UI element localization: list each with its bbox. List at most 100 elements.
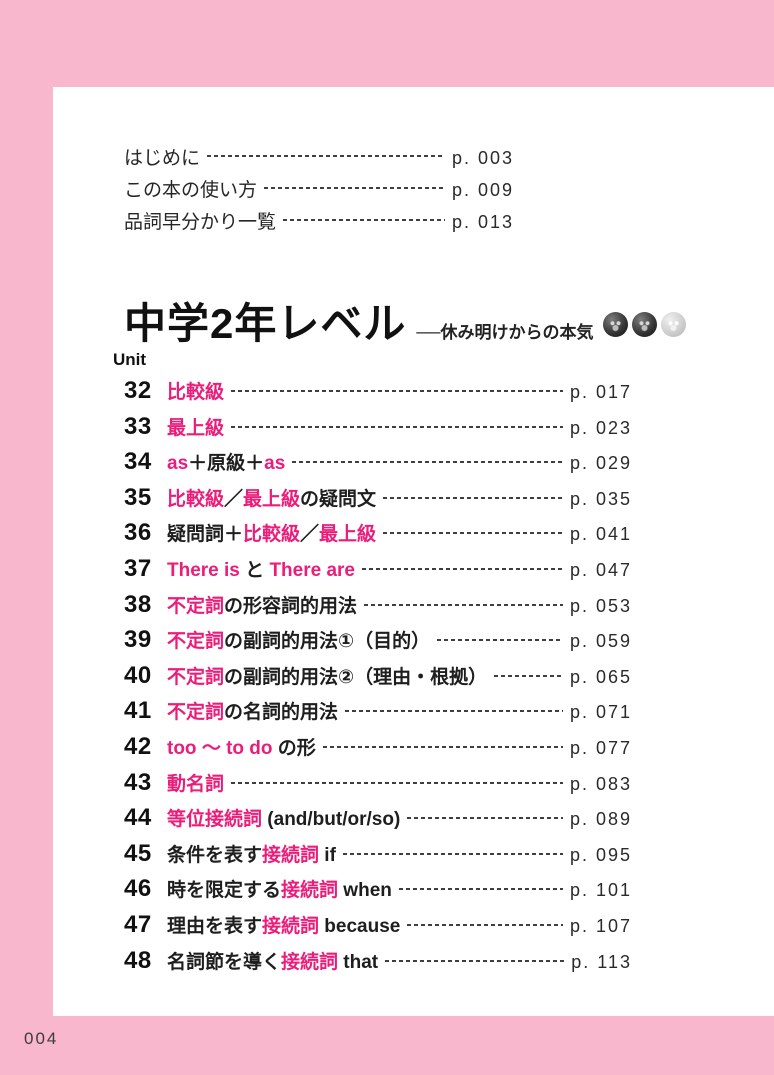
unit-title-part: because bbox=[319, 915, 401, 937]
unit-number: 46 bbox=[124, 875, 152, 903]
unit-title-part: 名詞節を導く bbox=[167, 951, 282, 973]
unit-title: 条件を表す接続詞 if bbox=[167, 840, 336, 867]
unit-title: There is と There are bbox=[167, 555, 355, 582]
unit-title: 時を限定する接続詞 when bbox=[167, 875, 392, 902]
folio-page-number: 004 bbox=[24, 1029, 59, 1048]
unit-title: 不定詞の副詞的用法②（理由・根拠） bbox=[167, 662, 487, 689]
unit-number: 47 bbox=[124, 910, 152, 938]
unit-title-part: that bbox=[338, 951, 379, 973]
unit-title-part: 疑問詞＋ bbox=[167, 524, 244, 546]
unit-number: 34 bbox=[124, 448, 152, 476]
unit-number: 37 bbox=[124, 554, 152, 582]
unit-title-part: 接続詞 bbox=[262, 844, 320, 866]
unit-title-part: 理由を表す bbox=[167, 915, 263, 937]
unit-title: 不定詞の副詞的用法①（目的） bbox=[167, 626, 430, 653]
unit-title-part: 動名詞 bbox=[167, 773, 225, 795]
page-ref: p. 013 bbox=[451, 212, 514, 232]
unit-number: 43 bbox=[124, 768, 152, 796]
page-ref: p. 113 bbox=[571, 951, 632, 972]
unit-title-part: 不定詞 bbox=[167, 631, 225, 653]
page-ref: p. 023 bbox=[569, 417, 632, 438]
page-ref: p. 009 bbox=[451, 180, 514, 200]
unit-number: 41 bbox=[124, 697, 152, 725]
level-icons bbox=[603, 312, 687, 337]
dotted-leader bbox=[383, 496, 563, 499]
dotted-leader bbox=[407, 923, 563, 926]
section-title: 中学2年レベル bbox=[124, 300, 407, 347]
page-ref: p. 077 bbox=[569, 737, 632, 758]
front-matter-item: この本の使い方 p. 009 bbox=[124, 175, 514, 201]
level-ball-light-icon bbox=[661, 312, 687, 337]
front-matter-label: はじめに bbox=[124, 148, 201, 169]
toc-unit-row: 37 There is と There are p. 047 bbox=[124, 555, 632, 582]
unit-title: as＋原級＋as bbox=[167, 448, 285, 475]
toc-unit-row: 48 名詞節を導く接続詞 that p. 113 bbox=[124, 947, 632, 974]
section-heading: 中学2年レベル ──休み明けからの本気 bbox=[124, 290, 724, 351]
page-ref: p. 065 bbox=[569, 666, 632, 687]
toc-unit-row: 44 等位接続詞 (and/but/or/so) p. 089 bbox=[124, 804, 632, 831]
unit-title: 名詞節を導く接続詞 that bbox=[167, 947, 378, 974]
unit-title: 比較級／最上級の疑問文 bbox=[167, 484, 376, 511]
page-ref: p. 029 bbox=[569, 453, 632, 474]
unit-title-part: if bbox=[319, 844, 336, 866]
front-matter-label: 品詞早分かり一覧 bbox=[124, 212, 277, 233]
unit-title: 不定詞の形容詞的用法 bbox=[167, 591, 357, 618]
unit-title: 最上級 bbox=[167, 413, 224, 440]
front-matter-label: この本の使い方 bbox=[124, 180, 258, 201]
unit-title: 疑問詞＋比較級／最上級 bbox=[167, 519, 376, 546]
page-ref: p. 017 bbox=[569, 382, 632, 402]
dotted-leader bbox=[292, 461, 563, 464]
unit-title-part: ／ bbox=[300, 524, 320, 546]
unit-title-part: の副詞的用法②（理由・根拠） bbox=[224, 666, 488, 688]
unit-title-part: と bbox=[239, 559, 270, 581]
unit-number: 36 bbox=[124, 519, 152, 547]
unit-title-part: 比較級 bbox=[243, 524, 301, 546]
unit-title-part: 条件を表す bbox=[167, 844, 263, 866]
unit-list: 32 比較級 p. 017 33 最上級 p. 023 34 as＋原級＋as p. 029 35… bbox=[124, 377, 632, 982]
toc-unit-row: 46 時を限定する接続詞 when p. 101 bbox=[124, 875, 632, 902]
unit-number: 45 bbox=[124, 839, 152, 867]
level-ball-dark-icon bbox=[603, 312, 629, 337]
unit-number: 44 bbox=[124, 804, 152, 832]
level-ball-dark-icon bbox=[632, 312, 658, 337]
unit-title-part: の副詞的用法①（目的） bbox=[224, 631, 431, 653]
unit-title-part: の疑問文 bbox=[300, 488, 377, 510]
page-ref: p. 107 bbox=[569, 915, 632, 936]
unit-title: 等位接続詞 (and/but/or/so) bbox=[167, 804, 400, 831]
page-ref: p. 053 bbox=[569, 595, 632, 616]
unit-number: 42 bbox=[124, 732, 152, 760]
unit-title: too ～ to do の形 bbox=[167, 733, 316, 760]
toc-unit-row: 39 不定詞の副詞的用法①（目的） p. 059 bbox=[124, 626, 632, 653]
unit-title-part: 時を限定する bbox=[167, 880, 282, 902]
page-ref: p. 041 bbox=[569, 524, 632, 545]
dotted-leader bbox=[345, 710, 563, 713]
dotted-leader bbox=[407, 817, 563, 820]
dotted-leader bbox=[322, 745, 563, 748]
unit-title: 理由を表す接続詞 because bbox=[167, 911, 400, 938]
page-ref: p. 047 bbox=[569, 559, 632, 580]
unit-number: 48 bbox=[124, 946, 152, 974]
toc-unit-row: 36 疑問詞＋比較級／最上級 p. 041 bbox=[124, 519, 632, 546]
unit-title-part: ＋原級＋ bbox=[188, 453, 265, 475]
dotted-leader bbox=[361, 567, 563, 570]
page-ref: p. 089 bbox=[569, 809, 632, 830]
unit-column-label: Unit bbox=[113, 350, 147, 369]
unit-title-part: There are bbox=[269, 559, 355, 581]
unit-title-part: too ～ to do bbox=[167, 737, 273, 759]
dotted-leader bbox=[383, 532, 563, 535]
dotted-leader bbox=[231, 390, 563, 392]
toc-unit-row: 38 不定詞の形容詞的用法 p. 053 bbox=[124, 591, 632, 618]
dotted-leader bbox=[494, 674, 563, 677]
dotted-leader bbox=[364, 603, 563, 606]
front-matter-item: 品詞早分かり一覧 p. 013 bbox=[124, 207, 514, 233]
unit-title-part: 最上級 bbox=[319, 524, 377, 546]
page-ref: p. 095 bbox=[569, 844, 632, 865]
page-ref: p. 003 bbox=[451, 148, 514, 168]
front-matter-list: はじめに p. 003 この本の使い方 p. 009 品詞早分かり一覧 p. 013 bbox=[124, 143, 514, 239]
dotted-leader bbox=[231, 425, 563, 428]
unit-title-part: ／ bbox=[224, 488, 244, 510]
unit-title-part: 接続詞 bbox=[281, 951, 339, 973]
unit-number: 38 bbox=[124, 590, 152, 618]
toc-unit-row: 33 最上級 p. 023 bbox=[124, 413, 632, 440]
